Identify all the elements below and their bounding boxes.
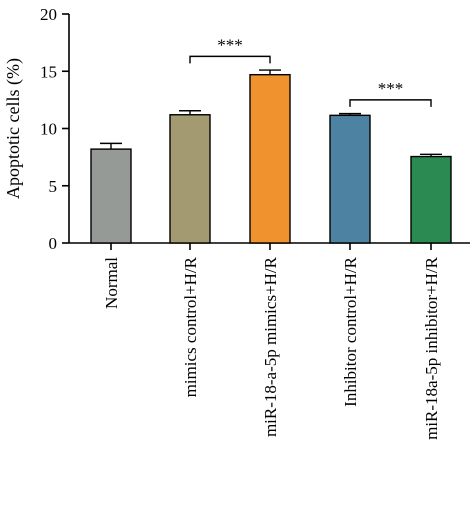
y-tick-label: 5 — [49, 177, 58, 196]
y-tick-label: 10 — [40, 120, 57, 139]
y-axis: 0 5 10 15 20 — [40, 5, 70, 253]
bar — [249, 73, 291, 244]
significance-annotations: *** *** — [189, 35, 432, 107]
category-label: miR-18a-5p inhibitor+H/R — [422, 256, 441, 440]
category-label: Inhibitor control+H/R — [341, 256, 360, 406]
error-bars — [100, 69, 442, 157]
category-label: miR-18-a-5p mimics+H/R — [261, 256, 280, 437]
significance-label: *** — [378, 79, 404, 98]
y-tick-label: 15 — [40, 62, 57, 81]
category-label: mimics control+H/R — [181, 256, 200, 397]
category-labels: Normal mimics control+H/R miR-18-a-5p mimi… — [102, 256, 441, 440]
significance-label: *** — [217, 35, 243, 54]
significance-bracket — [189, 55, 271, 64]
y-axis-title: Apoptotic cells (%) — [3, 58, 24, 199]
y-tick-label: 0 — [49, 234, 58, 253]
significance-bracket — [349, 99, 432, 107]
bar — [410, 155, 452, 244]
bar — [169, 114, 211, 244]
bars — [90, 73, 452, 244]
y-tick-label: 20 — [40, 5, 57, 24]
category-label: Normal — [102, 257, 121, 309]
x-axis — [69, 242, 470, 250]
bar — [329, 114, 371, 244]
bar — [90, 148, 132, 244]
